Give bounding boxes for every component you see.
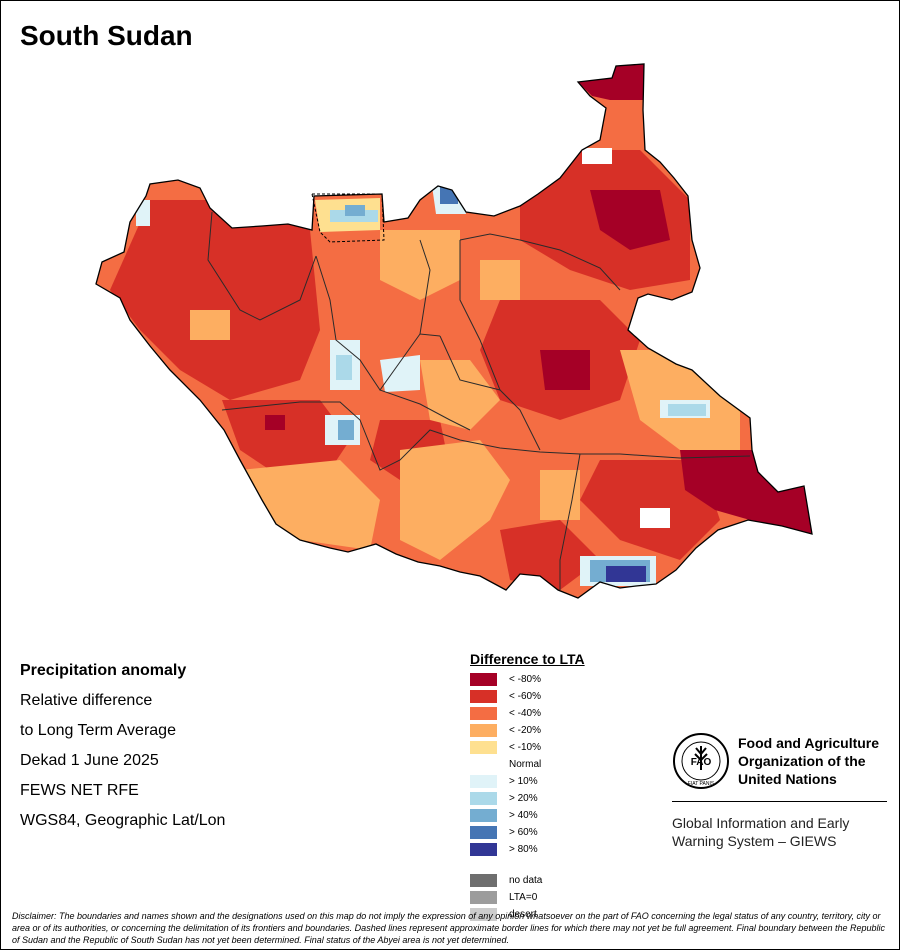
legend-swatch <box>470 843 497 856</box>
legend-swatch <box>470 775 497 788</box>
legend-label: > 40% <box>509 810 538 821</box>
legend-swatch <box>470 673 497 686</box>
info-line-1: Precipitation anomaly <box>20 662 187 679</box>
legend-title: Difference to LTA <box>470 651 585 667</box>
legend-item: < -60% <box>470 688 585 705</box>
map-info: Precipitation anomaly Relative differenc… <box>20 656 225 836</box>
legend-item: > 80% <box>470 841 585 858</box>
legend-swatch <box>470 741 497 754</box>
system-line-2: Warning System – GIEWS <box>672 833 837 849</box>
legend-label: > 80% <box>509 844 538 855</box>
map-title: South Sudan <box>20 20 193 51</box>
info-line-4: Dekad 1 June 2025 <box>20 752 159 769</box>
legend-extra-label: desert <box>509 909 537 920</box>
legend-label: < -10% <box>509 742 541 753</box>
fao-logo: FAO FIAT PANIS <box>673 733 729 789</box>
info-line-3: to Long Term Average <box>20 722 176 739</box>
legend: Difference to LTA < -80% < -60% < -40% < -2… <box>470 651 585 923</box>
legend-item: > 20% <box>470 790 585 807</box>
legend-extra-swatch <box>470 891 497 904</box>
legend-extra-label: no data <box>509 875 543 886</box>
legend-extra-item: no data <box>470 872 585 889</box>
legend-rows: < -80% < -60% < -40% < -20% < -10% Normal > 10… <box>470 671 585 858</box>
legend-extra-label: LTA=0 <box>509 892 538 903</box>
legend-item: > 60% <box>470 824 585 841</box>
legend-label: > 10% <box>509 776 538 787</box>
legend-label: < -60% <box>509 691 541 702</box>
legend-label: < -80% <box>509 674 541 685</box>
legend-label: > 60% <box>509 827 538 838</box>
legend-extra-swatch <box>470 874 497 887</box>
legend-label: > 20% <box>509 793 538 804</box>
legend-extra-item: LTA=0 <box>470 889 585 906</box>
legend-swatch <box>470 707 497 720</box>
legend-item: Normal <box>470 756 585 773</box>
legend-label: Normal <box>509 759 542 770</box>
info-line-6: WGS84, Geographic Lat/Lon <box>20 812 226 829</box>
legend-item: > 40% <box>470 807 585 824</box>
org-name-line-3: United Nations <box>738 771 837 787</box>
org-name-line-1: Food and Agriculture <box>738 735 880 751</box>
org-name: Food and Agriculture Organization of the… <box>738 734 879 788</box>
anomaly-map <box>95 63 813 599</box>
fao-logo-text: FAO <box>691 757 712 768</box>
legend-swatch <box>470 809 497 822</box>
system-line-1: Global Information and Early <box>672 815 850 831</box>
legend-extra-swatch <box>470 908 497 921</box>
system-name: Global Information and Early Warning Sys… <box>672 814 849 850</box>
legend-item: < -20% <box>470 722 585 739</box>
info-line-5: FEWS NET RFE <box>20 782 139 799</box>
fao-logo-motto: FIAT PANIS <box>688 781 715 787</box>
org-divider <box>672 801 887 802</box>
info-line-2: Relative difference <box>20 692 153 709</box>
legend-swatch <box>470 792 497 805</box>
legend-extra-item: desert <box>470 906 585 923</box>
legend-swatch <box>470 758 497 771</box>
legend-label: < -40% <box>509 708 541 719</box>
legend-swatch <box>470 826 497 839</box>
org-name-line-2: Organization of the <box>738 753 866 769</box>
legend-item: > 10% <box>470 773 585 790</box>
legend-label: < -20% <box>509 725 541 736</box>
legend-swatch <box>470 724 497 737</box>
legend-extra-rows: no data LTA=0 desert <box>470 872 585 923</box>
legend-item: < -40% <box>470 705 585 722</box>
legend-item: < -10% <box>470 739 585 756</box>
legend-item: < -80% <box>470 671 585 688</box>
legend-swatch <box>470 690 497 703</box>
disclaimer: Disclaimer: The boundaries and names sho… <box>12 911 885 945</box>
